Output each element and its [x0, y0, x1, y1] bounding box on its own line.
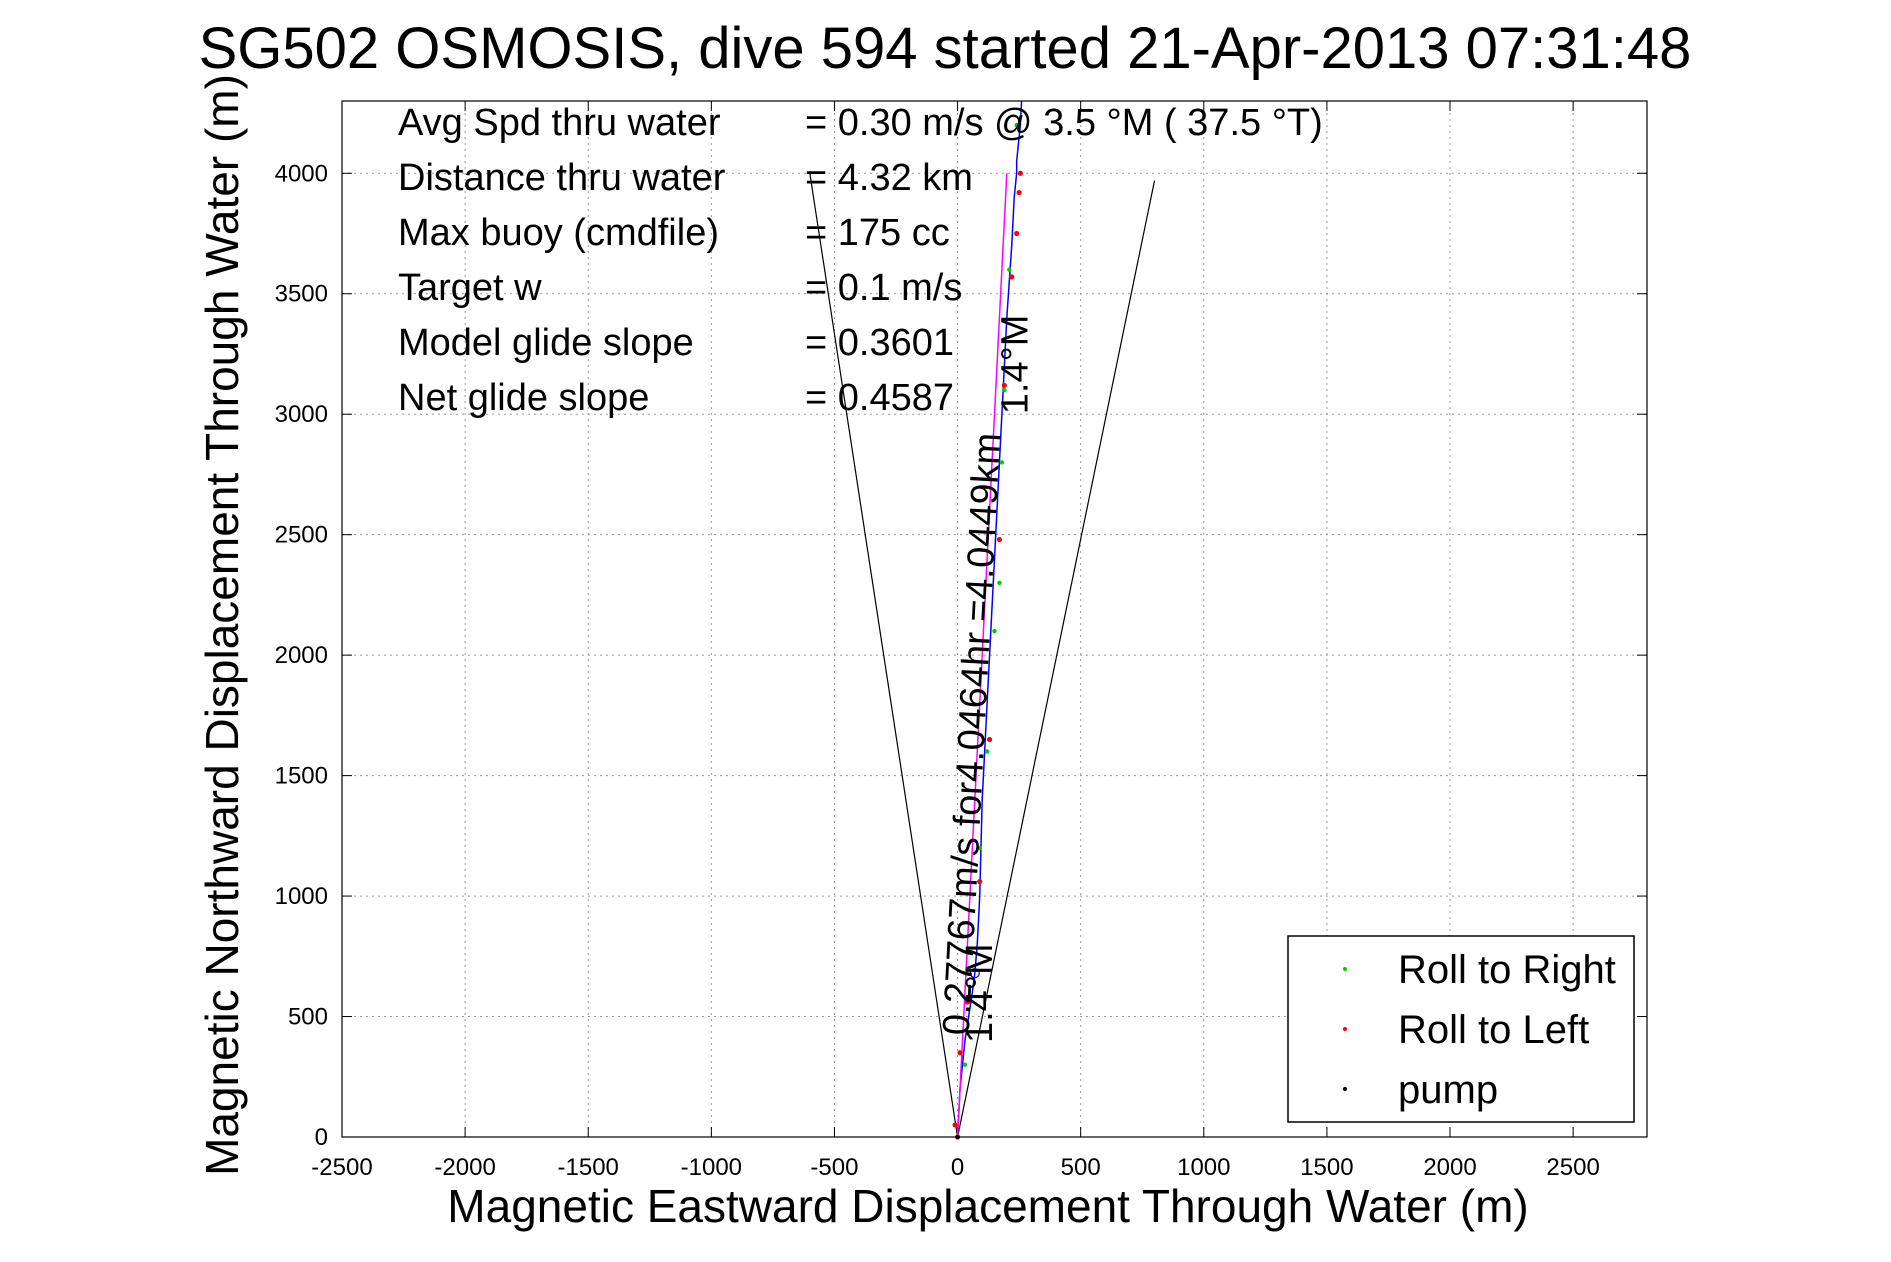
- y-tick-label: 500: [288, 1004, 328, 1031]
- legend-marker-roll-left: [1343, 1027, 1347, 1031]
- roll-left-point: [1016, 189, 1022, 196]
- roll-right-point: [1014, 122, 1019, 128]
- legend: Roll to Right Roll to Left pump: [1287, 935, 1635, 1123]
- roll-left-point: [986, 736, 993, 743]
- info-value: = 0.30 m/s @ 3.5 °M ( 37.5 °T): [805, 102, 1323, 144]
- roll-right-point: [1002, 387, 1007, 393]
- x-tick-label: -1500: [558, 1154, 619, 1181]
- roll-right-point: [997, 580, 1002, 586]
- roll-right-point: [1007, 267, 1012, 272]
- x-tick-label: -2500: [311, 1154, 372, 1181]
- info-label: Max buoy (cmdfile): [398, 212, 719, 254]
- roll-left-point: [1017, 170, 1023, 176]
- glide-wedge-line: [809, 173, 959, 1138]
- y-tick-label: 3500: [275, 281, 328, 308]
- roll-left-point: [964, 999, 971, 1005]
- roll-right-point: [966, 995, 971, 1000]
- legend-label-roll-right: Roll to Right: [1398, 948, 1616, 992]
- y-tick-label: 1500: [275, 763, 328, 790]
- roll-right-point: [984, 749, 990, 754]
- heading-line-line: [956, 173, 1008, 1138]
- y-tick-label: 1000: [275, 883, 328, 910]
- y-tick-label: 3000: [275, 401, 328, 428]
- roll-left-point: [996, 536, 1003, 543]
- roll-left-point: [1014, 230, 1020, 237]
- chart-title: SG502 OSMOSIS, dive 594 started 21-Apr-2…: [199, 16, 1692, 81]
- plot-axes: -2500 -2000 -1500 -1000 -500 0 500 1000 1500 2000…: [275, 100, 1648, 1181]
- x-tick-label: -500: [810, 1154, 858, 1181]
- y-tick-label: 2500: [275, 522, 328, 549]
- heading-start-annotation: 1.4°M: [959, 943, 1001, 1043]
- y-tick-label: 4000: [275, 160, 328, 187]
- x-tick-label: -1000: [681, 1154, 742, 1181]
- glide-wedge-line: [956, 180, 1156, 1138]
- x-tick-label: 1500: [1300, 1154, 1353, 1181]
- roll-left-point: [1009, 274, 1015, 280]
- y-tick-label: 0: [315, 1124, 328, 1151]
- roll-right-point: [999, 460, 1005, 465]
- heading-start-marker: [969, 968, 980, 979]
- x-tick-label: 2000: [1423, 1154, 1476, 1181]
- info-value: = 0.4587: [805, 377, 954, 419]
- info-value: = 175 cc: [805, 212, 950, 254]
- y-tick-label: 2000: [275, 642, 328, 669]
- track-line: [956, 100, 1023, 1138]
- roll-left-point: [952, 1122, 958, 1128]
- legend-label-pump: pump: [1398, 1068, 1498, 1112]
- roll-right-point: [977, 845, 982, 851]
- roll-right-point: [992, 628, 997, 634]
- info-label: Distance thru water: [398, 157, 726, 199]
- info-label: Target w: [398, 267, 542, 309]
- roll-left-point: [977, 879, 983, 885]
- roll-left-point: [1001, 382, 1007, 388]
- x-tick-label: -2000: [434, 1154, 495, 1181]
- x-tick-label: 500: [1061, 1154, 1101, 1181]
- roll-left-point: [957, 1050, 963, 1056]
- x-tick-label: 0: [951, 1154, 964, 1181]
- legend-label-roll-left: Roll to Left: [1398, 1008, 1589, 1052]
- info-value: = 0.1 m/s: [805, 267, 962, 309]
- legend-marker-pump: [1343, 1087, 1347, 1091]
- info-label: Net glide slope: [398, 377, 649, 419]
- plot-frame: [341, 100, 1648, 1138]
- info-label: Model glide slope: [398, 322, 694, 364]
- info-label: Avg Spd thru water: [398, 102, 721, 144]
- x-axis-label: Magnetic Eastward Displacement Through W…: [447, 1180, 1528, 1232]
- heading-end-annotation: 1.4°M: [995, 315, 1037, 415]
- info-value: = 4.32 km: [805, 157, 973, 199]
- x-tick-label: 2500: [1546, 1154, 1599, 1181]
- y-axis-label: Magnetic Northward Displacement Through …: [196, 74, 248, 1176]
- info-value: = 0.3601: [805, 322, 954, 364]
- x-tick-label: 1000: [1177, 1154, 1230, 1181]
- dive-info-block: Avg Spd thru water = 0.30 m/s @ 3.5 °M ( …: [398, 102, 1323, 419]
- legend-marker-roll-right: [1343, 967, 1347, 971]
- roll-right-point: [962, 1062, 968, 1067]
